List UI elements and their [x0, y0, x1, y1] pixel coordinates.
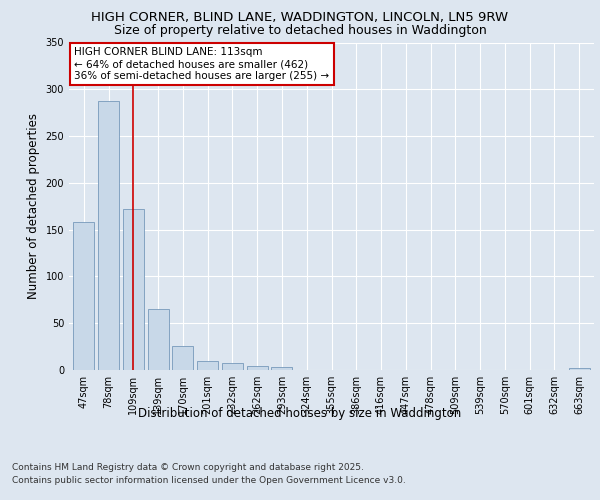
Bar	[148, 309, 169, 370]
Text: Contains public sector information licensed under the Open Government Licence v3: Contains public sector information licen…	[12, 476, 406, 485]
Bar	[73, 222, 94, 370]
Bar	[123, 209, 144, 370]
Bar	[247, 366, 268, 370]
Text: Size of property relative to detached houses in Waddington: Size of property relative to detached ho…	[113, 24, 487, 37]
Bar	[569, 368, 590, 370]
Bar	[197, 360, 218, 370]
Bar	[222, 362, 243, 370]
Bar	[271, 367, 292, 370]
Text: HIGH CORNER, BLIND LANE, WADDINGTON, LINCOLN, LN5 9RW: HIGH CORNER, BLIND LANE, WADDINGTON, LIN…	[91, 11, 509, 24]
Y-axis label: Number of detached properties: Number of detached properties	[27, 114, 40, 299]
Text: HIGH CORNER BLIND LANE: 113sqm
← 64% of detached houses are smaller (462)
36% of: HIGH CORNER BLIND LANE: 113sqm ← 64% of …	[74, 48, 329, 80]
Text: Contains HM Land Registry data © Crown copyright and database right 2025.: Contains HM Land Registry data © Crown c…	[12, 462, 364, 471]
Text: Distribution of detached houses by size in Waddington: Distribution of detached houses by size …	[139, 408, 461, 420]
Bar	[98, 100, 119, 370]
Bar	[172, 346, 193, 370]
